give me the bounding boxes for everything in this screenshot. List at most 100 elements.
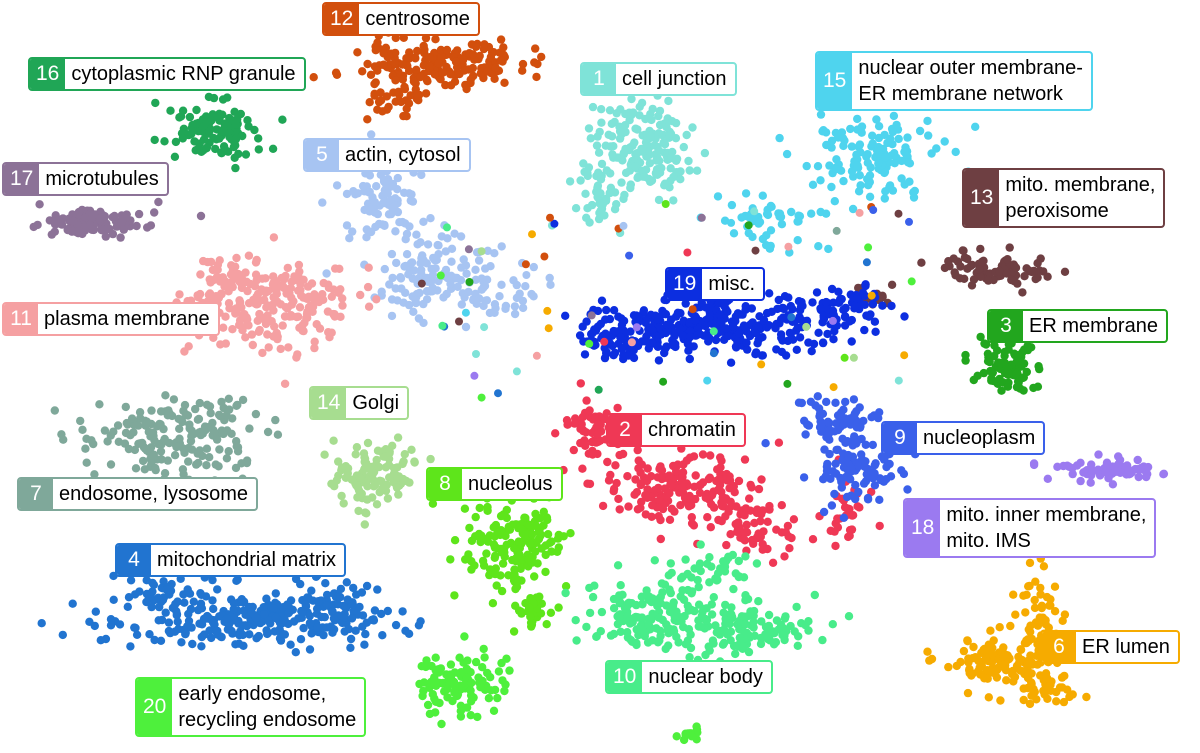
cluster-number: 1 bbox=[582, 64, 616, 94]
cluster-4-point bbox=[263, 629, 272, 639]
cluster-7-point bbox=[251, 409, 261, 419]
cluster-4-point bbox=[283, 600, 292, 609]
cluster-19-point bbox=[758, 333, 767, 342]
cluster-20-point bbox=[463, 656, 472, 665]
cluster-9-point bbox=[761, 439, 770, 448]
cluster-4-point bbox=[346, 634, 356, 644]
cluster-16-point bbox=[213, 113, 223, 122]
cluster-7-point bbox=[175, 424, 184, 433]
cluster-11-point bbox=[310, 337, 319, 346]
cluster-1-point bbox=[621, 168, 631, 178]
cluster-16-point bbox=[243, 116, 252, 125]
cluster-8-point bbox=[534, 534, 544, 544]
cluster-2-point bbox=[603, 457, 612, 467]
cluster-10-point bbox=[741, 552, 750, 561]
cluster-5-point bbox=[408, 274, 417, 283]
cluster-12-point bbox=[431, 35, 440, 44]
cluster-4-point bbox=[222, 614, 231, 623]
cluster-18-point bbox=[1029, 459, 1039, 468]
cluster-1-point bbox=[584, 124, 594, 133]
cluster-name: mito. membrane, peroxisome bbox=[999, 170, 1163, 226]
cluster-3-point bbox=[1012, 357, 1021, 366]
cluster-name-line: mito. inner membrane, bbox=[946, 504, 1147, 526]
cluster-4-point bbox=[183, 622, 192, 631]
cluster-10-point bbox=[686, 643, 696, 653]
cluster-5-point bbox=[388, 273, 397, 283]
cluster-18-point bbox=[1108, 480, 1118, 489]
cluster-20-point bbox=[478, 676, 487, 686]
stray-point bbox=[683, 248, 692, 257]
cluster-10-point bbox=[572, 636, 581, 645]
cluster-4-point bbox=[355, 602, 364, 612]
cluster-7-point bbox=[149, 450, 158, 459]
cluster-7-point bbox=[224, 447, 233, 456]
cluster-5-point bbox=[518, 296, 528, 306]
cluster-5-point bbox=[497, 280, 506, 289]
cluster-7-point bbox=[103, 437, 112, 446]
cluster-5-point bbox=[413, 240, 422, 249]
cluster-2-point bbox=[709, 503, 719, 512]
cluster-16-point bbox=[233, 114, 242, 124]
cluster-11-point bbox=[279, 275, 289, 284]
stray-point bbox=[864, 243, 873, 252]
cluster-2-point bbox=[716, 453, 725, 462]
cluster-2-point bbox=[611, 461, 620, 470]
cluster-11-point bbox=[276, 344, 285, 354]
cluster-4-point bbox=[322, 590, 332, 600]
cluster-4-point bbox=[378, 631, 387, 640]
cluster-14-point bbox=[351, 450, 360, 459]
cluster-17-point bbox=[118, 215, 128, 224]
cluster-4-point bbox=[208, 618, 218, 627]
cluster-1-point bbox=[594, 168, 603, 177]
cluster-1-point bbox=[602, 166, 611, 175]
cluster-8-point bbox=[546, 608, 556, 617]
cluster-5-point bbox=[430, 256, 440, 265]
cluster-7-point bbox=[186, 436, 196, 446]
cluster-5-point bbox=[390, 201, 400, 210]
cluster-5-point bbox=[483, 246, 492, 255]
cluster-20-point bbox=[484, 694, 494, 703]
cluster-10-point bbox=[778, 630, 787, 640]
cluster-5-point bbox=[518, 303, 528, 313]
cluster-6-point bbox=[987, 658, 997, 667]
cluster-4-point bbox=[305, 645, 315, 654]
cluster-12-point bbox=[430, 70, 439, 79]
cluster-13-point bbox=[963, 254, 972, 264]
cluster-1-point bbox=[619, 194, 628, 204]
cluster-name: centrosome bbox=[359, 4, 478, 34]
cluster-19-point bbox=[829, 335, 838, 344]
cluster-4-point bbox=[197, 642, 206, 651]
cluster-10-point bbox=[609, 629, 619, 639]
cluster-5-point bbox=[332, 181, 342, 190]
cluster-name: chromatin bbox=[642, 415, 744, 445]
cluster-4-point bbox=[414, 621, 424, 630]
cluster-8-point bbox=[525, 520, 535, 530]
cluster-11-point bbox=[199, 256, 208, 266]
cluster-5-point bbox=[370, 197, 379, 207]
cluster-1-point bbox=[637, 98, 647, 108]
cluster-10-point bbox=[674, 638, 683, 647]
cluster-points-13 bbox=[854, 243, 1070, 309]
cluster-points-8 bbox=[428, 470, 575, 636]
cluster-2-point bbox=[777, 501, 786, 510]
cluster-6-point bbox=[999, 652, 1008, 661]
cluster-name: nucleoplasm bbox=[917, 423, 1043, 453]
cluster-number: 3 bbox=[989, 311, 1023, 341]
cluster-11-point bbox=[248, 340, 257, 350]
cluster-11-point bbox=[294, 260, 304, 270]
cluster-points-1 bbox=[547, 78, 710, 238]
cluster-14-point bbox=[388, 441, 397, 450]
cluster-10-point bbox=[561, 588, 570, 598]
cluster-15-point bbox=[923, 116, 932, 126]
cluster-8-point bbox=[554, 603, 563, 612]
cluster-4-point bbox=[398, 607, 407, 616]
cluster-5-point bbox=[408, 197, 418, 206]
cluster-4-point bbox=[383, 606, 392, 616]
cluster-12-point bbox=[373, 38, 382, 47]
cluster-2-point bbox=[768, 558, 778, 567]
cluster-3-point bbox=[1018, 373, 1027, 383]
cluster-6-point bbox=[1050, 607, 1060, 616]
cluster-15-point bbox=[846, 124, 855, 134]
cluster-2-point bbox=[576, 424, 585, 434]
cluster-15-point bbox=[802, 161, 811, 171]
